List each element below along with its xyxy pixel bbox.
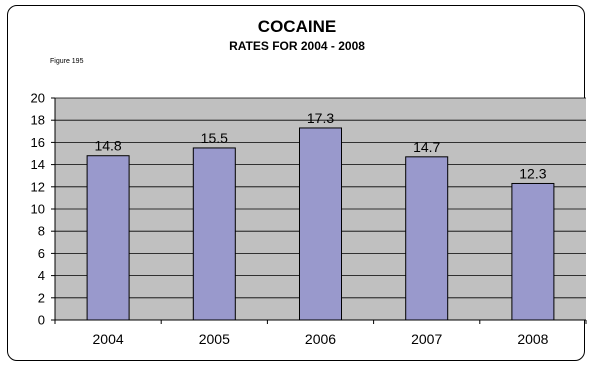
data-label-2004: 14.8 — [94, 138, 121, 154]
y-tick-label: 6 — [38, 246, 45, 261]
x-tick-label-2005: 2005 — [199, 331, 230, 347]
y-tick-label: 20 — [31, 91, 45, 106]
bar-2007 — [405, 156, 449, 321]
bar-2004 — [86, 155, 130, 321]
y-tick-label: 12 — [31, 179, 45, 194]
x-tick-label-2006: 2006 — [305, 331, 336, 347]
data-label-2008: 12.3 — [519, 165, 546, 181]
x-tick-label-2008: 2008 — [517, 331, 548, 347]
y-tick-label: 16 — [31, 135, 45, 150]
y-tick-label: 10 — [31, 202, 45, 217]
y-tick-label: 18 — [31, 113, 45, 128]
chart-title: COCAINE — [257, 17, 337, 36]
bar-2005 — [192, 147, 236, 321]
chart-subtitle: RATES FOR 2004 - 2008 — [229, 39, 365, 53]
bar-2006 — [299, 127, 342, 321]
data-label-2005: 15.5 — [201, 130, 228, 146]
y-tick-label: 8 — [38, 224, 45, 239]
x-tick-label-2007: 2007 — [411, 331, 442, 347]
x-tick-label-2004: 2004 — [93, 331, 124, 347]
bar-2008 — [511, 182, 555, 321]
y-tick-label: 4 — [38, 268, 45, 283]
y-tick-label: 0 — [38, 313, 45, 328]
y-tick-label: 2 — [38, 290, 45, 305]
data-label-2007: 14.7 — [413, 139, 440, 155]
data-label-2006: 17.3 — [307, 110, 334, 126]
y-tick-label: 14 — [31, 157, 45, 172]
figure-label: Figure 195 — [50, 58, 84, 65]
